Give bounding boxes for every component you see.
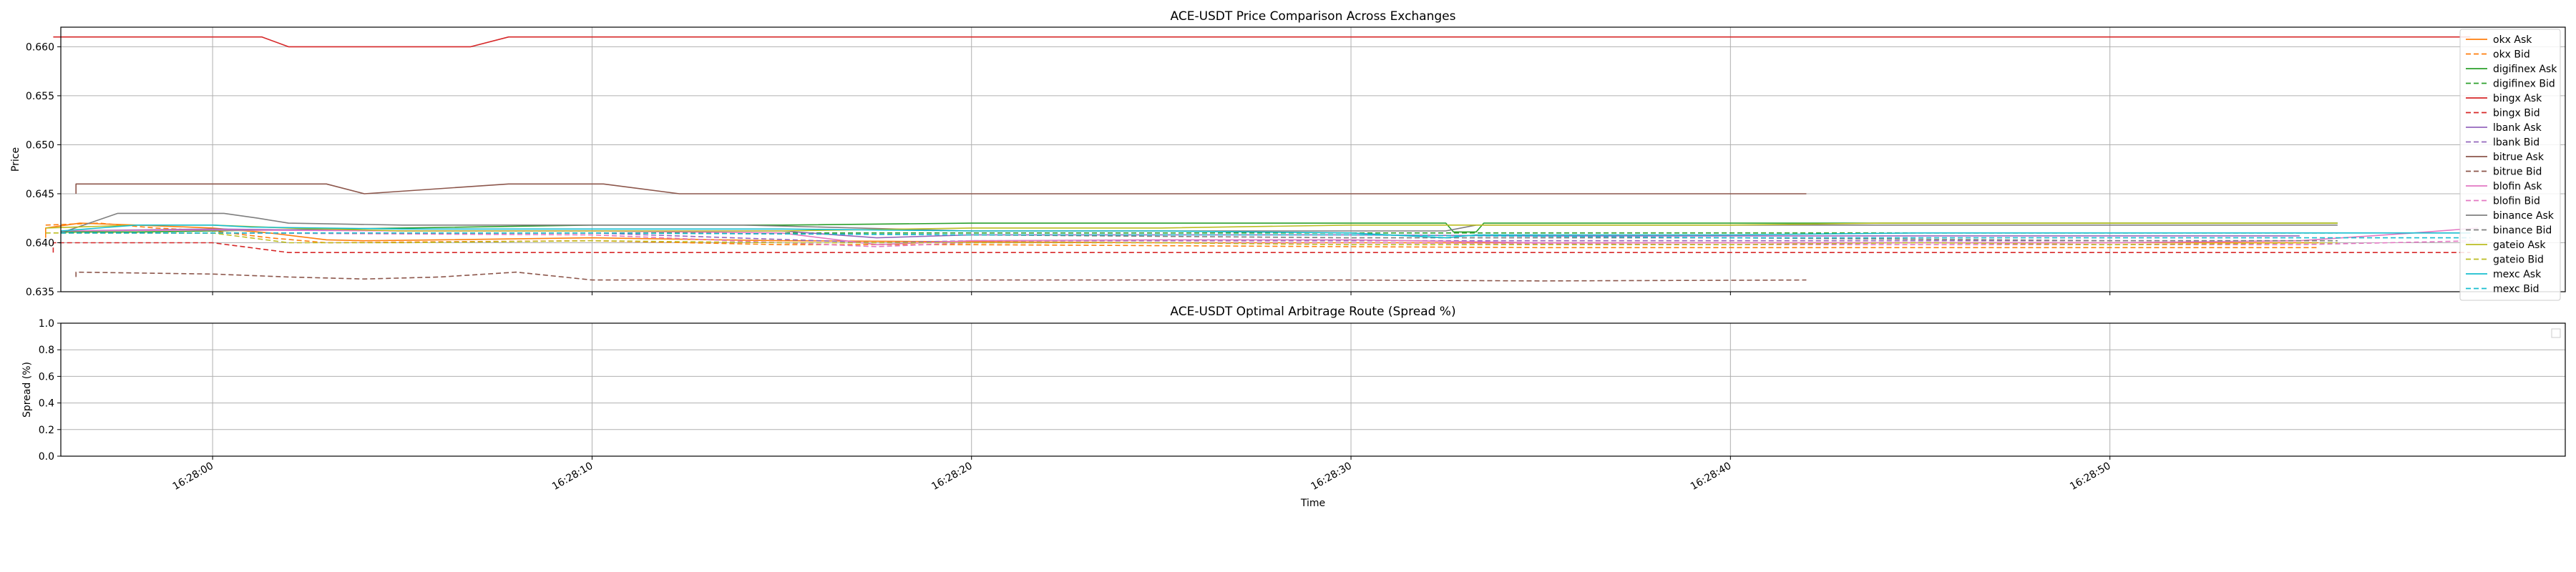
legend-entry: okx Ask [2493,34,2532,46]
time-x-axis-label: Time [1300,498,1325,509]
spread-y-tick-label: 0.2 [39,425,54,436]
spread-chart-grid [61,322,2565,457]
spread-y-tick-label: 0.8 [39,345,54,356]
legend-entry: blofin Ask [2493,181,2542,192]
price-y-tick-label: 0.660 [26,41,54,53]
legend-entry: digifinex Bid [2493,79,2555,90]
time-x-tick-label: 16:28:50 [2068,460,2112,493]
spread-y-tick-label: 0.0 [39,451,54,463]
price-series-lines [44,36,2479,282]
spread-y-ticks: 0.0 0.2 0.4 0.6 0.8 1.0 [39,318,61,463]
spread-chart-title: ACE-USDT Optimal Arbitrage Route (Spread… [1170,305,1455,319]
price-legend: okx Ask okx Bid digifinex Ask digifinex Bid… [2459,29,2561,301]
spread-panel: ACE-USDT Optimal Arbitrage Route (Spread… [21,305,2566,509]
time-x-tick-label: 16:28:10 [550,460,595,493]
legend-entry: mexc Bid [2493,284,2540,295]
price-legend-box [2459,29,2561,301]
price-y-ticks: 0.635 0.640 0.645 0.650 0.655 0.660 [26,41,61,298]
spread-x-ticks: 16:28:00 16:28:10 16:28:20 16:28:30 16:28:40… [171,456,2113,493]
spread-legend-box [2551,328,2561,338]
series-line-blofin-bid [61,232,2479,247]
legend-entry: bingx Bid [2493,108,2540,119]
series-line-mexc-bid [61,232,2471,239]
price-chart-title: ACE-USDT Price Comparison Across Exchang… [1171,9,1456,24]
price-y-tick-label: 0.655 [26,91,54,102]
legend-entry: gateio Bid [2493,255,2544,266]
legend-entry: gateio Ask [2493,240,2546,251]
legend-entry: lbank Bid [2493,137,2540,149]
spread-y-tick-label: 0.4 [39,398,54,410]
spread-y-tick-label: 0.6 [39,371,54,383]
series-line-mexc-ask [60,224,2471,239]
time-x-tick-label: 16:28:30 [1309,460,1354,493]
price-y-tick-label: 0.635 [26,287,54,298]
price-x-ticks [212,292,2111,295]
time-x-tick-label: 16:28:40 [1689,460,1733,493]
spread-y-axis-label: Spread (%) [21,362,33,418]
legend-entry: blofin Bid [2493,196,2540,207]
price-comparison-panel: ACE-USDT Price Comparison Across Exchang… [10,9,2566,301]
time-x-tick-label: 16:28:20 [930,460,974,493]
legend-entry: bingx Ask [2493,93,2542,104]
price-chart-axes [60,26,2566,292]
price-y-tick-label: 0.645 [26,189,54,200]
series-line-bitrue-bid [75,271,1807,282]
series-line-bingx-ask [53,36,2471,48]
series-line-gateio-bid [45,232,2338,246]
time-x-tick-label: 16:28:00 [171,460,215,493]
legend-entry: bitrue Bid [2493,167,2542,178]
spread-y-tick-label: 1.0 [39,318,54,330]
price-y-tick-label: 0.640 [26,237,54,249]
legend-entry: binance Ask [2493,210,2555,222]
price-y-axis-label: Price [10,147,21,172]
legend-entry: mexc Ask [2493,269,2542,280]
legend-entry: bitrue Ask [2493,152,2545,163]
spread-chart-axes [60,322,2566,457]
legend-entry: digifinex Ask [2493,64,2557,75]
price-y-tick-label: 0.650 [26,139,54,151]
series-line-bitrue-ask [75,183,1807,194]
series-line-bingx-bid [52,242,2471,254]
legend-entry: binance Bid [2493,225,2552,237]
series-line-okx-bid [45,222,2319,249]
legend-entry: lbank Ask [2493,122,2542,134]
legend-entry: okx Bid [2493,49,2530,61]
